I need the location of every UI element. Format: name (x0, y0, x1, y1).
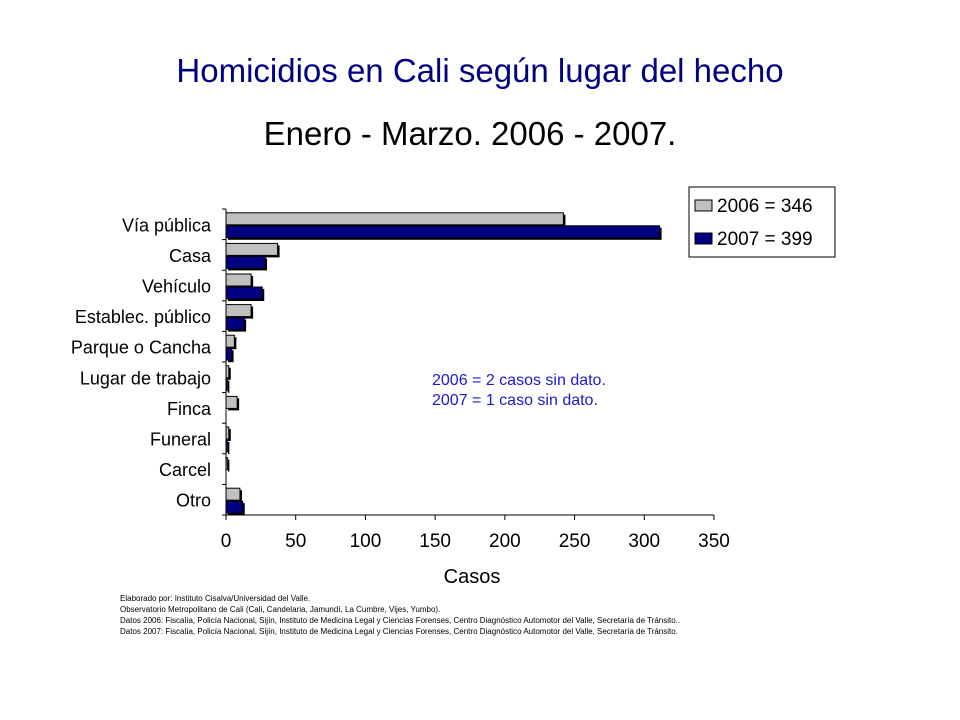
x-tick-label: 0 (221, 531, 232, 552)
bar-shadow (228, 442, 230, 454)
legend-swatch-1 (694, 232, 713, 245)
legend-swatch-0 (694, 199, 713, 212)
bar-establec-publico-0 (225, 304, 252, 318)
category-label-funeral: Funeral (150, 430, 211, 450)
source-line-2006: Datos 2006: Fiscalía, Policía Nacional, … (120, 616, 681, 625)
x-tick-label: 100 (350, 531, 382, 552)
category-label-casa: Casa (169, 246, 212, 266)
chart-subtitle: Enero - Marzo. 2006 - 2007. (263, 115, 677, 152)
bar-parque-o-cancha-0 (225, 334, 235, 348)
legend (688, 186, 836, 258)
bar-via-publica-1 (225, 225, 661, 239)
x-tick-label: 300 (628, 531, 660, 552)
bar-shadow (228, 380, 230, 393)
category-label-parque-o-cancha: Parque o Cancha (71, 338, 212, 358)
bar-casa-1 (225, 255, 266, 269)
missing-data-note-2007: 2007 = 1 caso sin dato. (432, 392, 598, 409)
category-label-vehiculo: Vehículo (142, 277, 211, 297)
source-notes: Elaborado por: Instituto Cisalva/Univers… (120, 593, 680, 637)
source-line-observatory: Observatorio Metropolitano de Cali (Cali… (120, 605, 441, 614)
source-line-author: Elaborado por: Instituto Cisalva/Univers… (120, 594, 311, 603)
bar-finca-0 (225, 395, 238, 409)
bar-casa-0 (225, 242, 279, 256)
bar-establec-publico-1 (225, 317, 245, 331)
bar-vehiculo-0 (225, 273, 252, 287)
x-tick-label: 50 (285, 531, 306, 552)
bar-otro-1 (225, 500, 244, 514)
category-label-finca: Finca (167, 399, 212, 419)
category-label-lugar-de-trabajo: Lugar de trabajo (80, 368, 211, 388)
missing-data-note-2006: 2006 = 2 casos sin dato. (432, 372, 606, 389)
category-label-otro: Otro (176, 491, 211, 511)
x-tick-label: 350 (698, 531, 730, 552)
bar-parque-o-cancha-1 (225, 347, 233, 361)
bar-shadow (228, 459, 230, 472)
category-label-carcel: Carcel (159, 460, 211, 480)
legend-label-0: 2006 = 346 (717, 196, 813, 217)
bar-shadow (228, 429, 231, 441)
x-tick-label: 150 (419, 531, 451, 552)
x-tick-label: 250 (559, 531, 591, 552)
x-tick-label: 200 (489, 531, 521, 552)
bar-otro-0 (225, 487, 241, 501)
chart-title: Homicidios en Cali según lugar del hecho (176, 52, 784, 89)
category-label-via-publica: Vía pública (122, 215, 212, 235)
bar-vehiculo-1 (225, 286, 263, 300)
category-label-establec-publico: Establec. público (75, 307, 211, 327)
legend-label-1: 2007 = 399 (717, 229, 813, 250)
bar-shadow (228, 367, 231, 380)
bar-via-publica-0 (225, 212, 564, 226)
source-line-2007: Datos 2007: Fiscalía, Policía Nacional, … (120, 627, 678, 636)
missing-data-note: 2006 = 2 casos sin dato. 2007 = 1 caso s… (432, 371, 606, 411)
x-axis-label: Casos (444, 566, 501, 588)
